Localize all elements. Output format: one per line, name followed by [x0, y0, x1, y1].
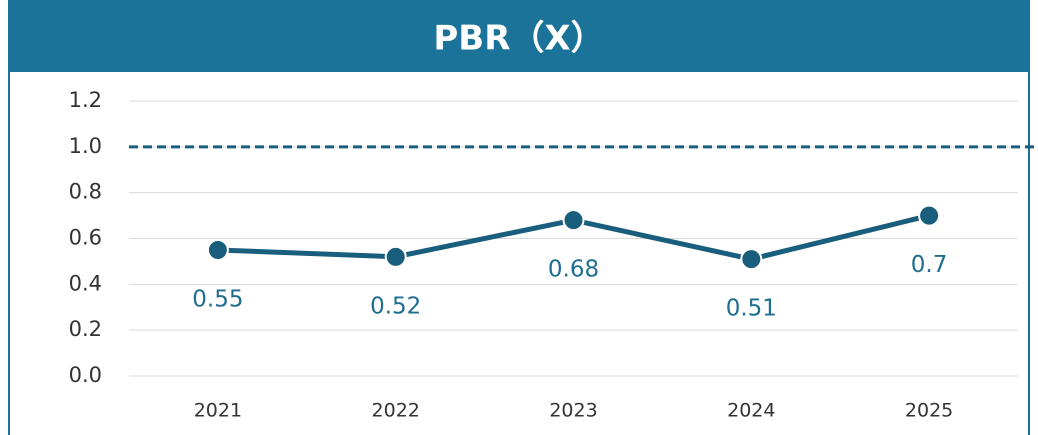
- x-tick-label: 2021: [194, 400, 242, 422]
- data-label: 0.51: [726, 296, 777, 322]
- y-tick-label: 1.2: [69, 88, 102, 112]
- point: [918, 204, 941, 227]
- chart-title: PBR（X）: [433, 19, 604, 59]
- x-tick-label: 2022: [372, 400, 420, 422]
- data-label: 0.7: [911, 252, 948, 278]
- y-tick-label: 0.2: [69, 317, 102, 341]
- point: [740, 248, 763, 271]
- y-tick-label: 1.0: [69, 134, 102, 158]
- header-bar: [8, 0, 1030, 72]
- point: [384, 245, 407, 268]
- y-tick-label: 0.6: [69, 226, 102, 250]
- y-tick-label: 0.8: [69, 180, 102, 204]
- x-tick-label: 2025: [905, 400, 953, 422]
- data-label: 0.68: [548, 257, 599, 283]
- x-tick-label: 2024: [727, 400, 775, 422]
- point: [562, 209, 585, 232]
- point: [206, 238, 229, 261]
- y-tick-label: 0.0: [69, 363, 102, 387]
- x-tick-label: 2023: [549, 400, 597, 422]
- data-label: 0.55: [192, 286, 243, 312]
- data-label: 0.52: [370, 293, 421, 319]
- y-tick-label: 0.4: [69, 271, 102, 295]
